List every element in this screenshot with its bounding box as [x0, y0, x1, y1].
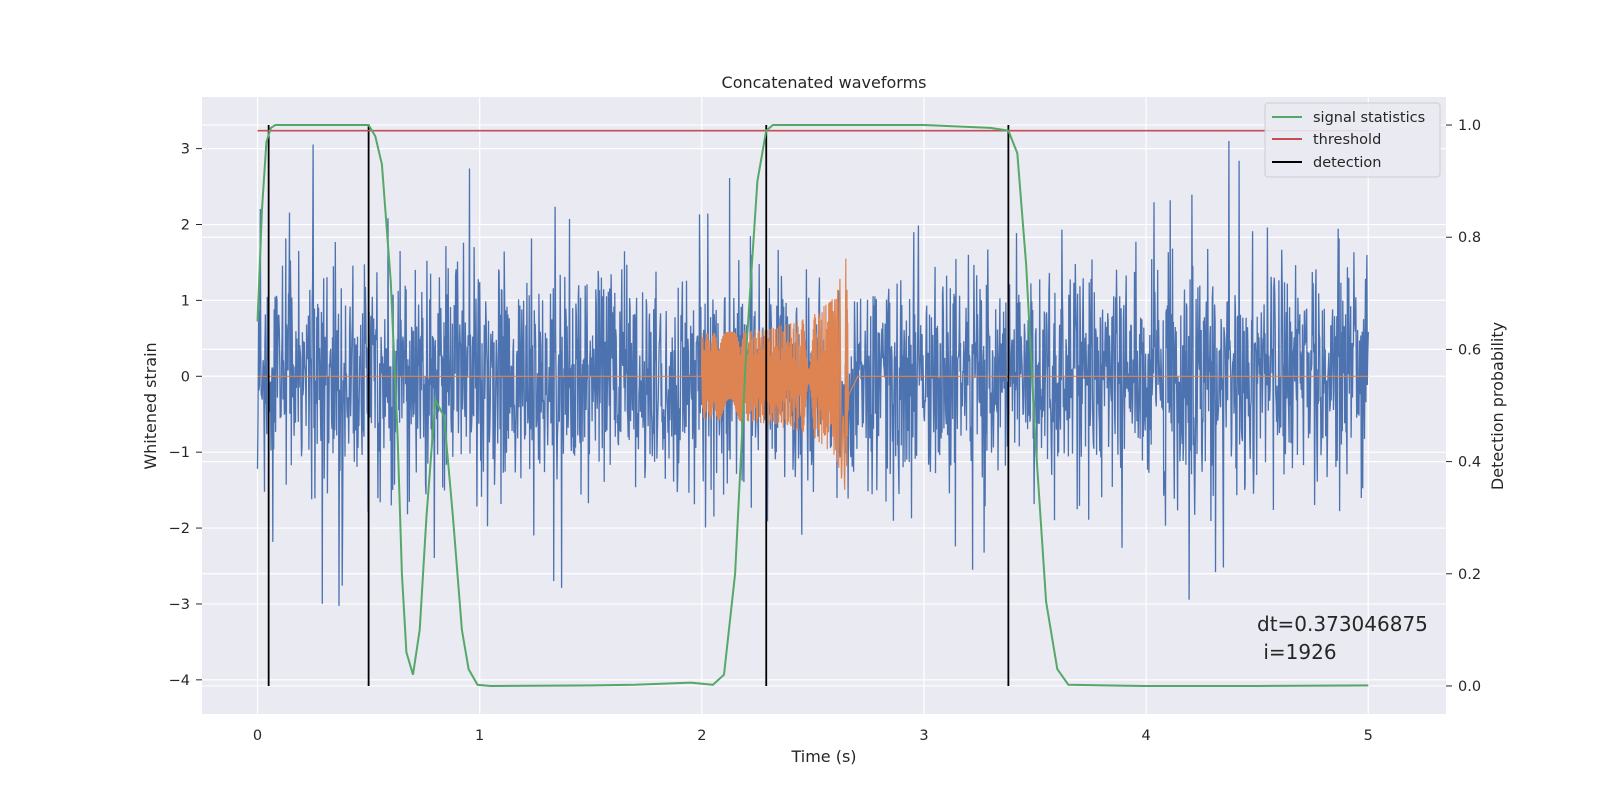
injection-series-line	[257, 258, 1369, 490]
y2-tick-label: 0.8	[1458, 230, 1481, 246]
chart-title: Concatenated waveforms	[722, 73, 927, 92]
y-tick-label: −2	[169, 521, 190, 537]
y-axis-label: Whitened strain	[141, 342, 160, 469]
x-tick-label: 4	[1141, 728, 1150, 744]
y-tick-label: −3	[169, 597, 190, 613]
y2-tick-label: 0.6	[1458, 342, 1481, 358]
y2-axis-ticks: 0.0 0.2 0.4 0.6 0.8 1.0	[1446, 118, 1481, 695]
y-tick-label: 3	[181, 142, 190, 158]
y2-tick-label: 1.0	[1458, 118, 1481, 134]
x-tick-label: 5	[1364, 728, 1373, 744]
y-axis-ticks: −4 −3 −2 −1 0 1 2 3	[169, 142, 202, 689]
legend-label-threshold: threshold	[1313, 132, 1381, 148]
annotation-i: i=1926	[1257, 640, 1337, 664]
x-axis-label: Time (s)	[790, 747, 856, 766]
y2-axis-label: Detection probability	[1488, 322, 1507, 490]
y-tick-label: −1	[169, 445, 190, 461]
grid-lines	[202, 97, 1446, 714]
y-tick-label: 0	[181, 369, 190, 385]
legend-label-signal-statistics: signal statistics	[1313, 110, 1425, 126]
legend: signal statistics threshold detection	[1264, 102, 1441, 178]
y-tick-label: −4	[169, 673, 190, 689]
legend-label-detection: detection	[1313, 155, 1381, 171]
x-tick-label: 2	[697, 728, 706, 744]
signal-statistics-line	[256, 124, 1369, 688]
detection-lines	[267, 125, 1010, 686]
x-tick-label: 3	[919, 728, 928, 744]
y2-tick-label: 0.4	[1458, 455, 1481, 471]
y-tick-label: 1	[181, 293, 190, 309]
legend-box	[1264, 102, 1441, 178]
y2-tick-label: 0.2	[1458, 567, 1481, 583]
annotation-dt: dt=0.373046875	[1257, 612, 1428, 636]
y-tick-label: 2	[181, 217, 190, 233]
y2-tick-label: 0.0	[1458, 679, 1481, 695]
x-tick-label: 0	[253, 728, 262, 744]
x-axis-ticks: 0 1 2 3 4 5	[253, 728, 1373, 744]
x-tick-label: 1	[475, 728, 484, 744]
